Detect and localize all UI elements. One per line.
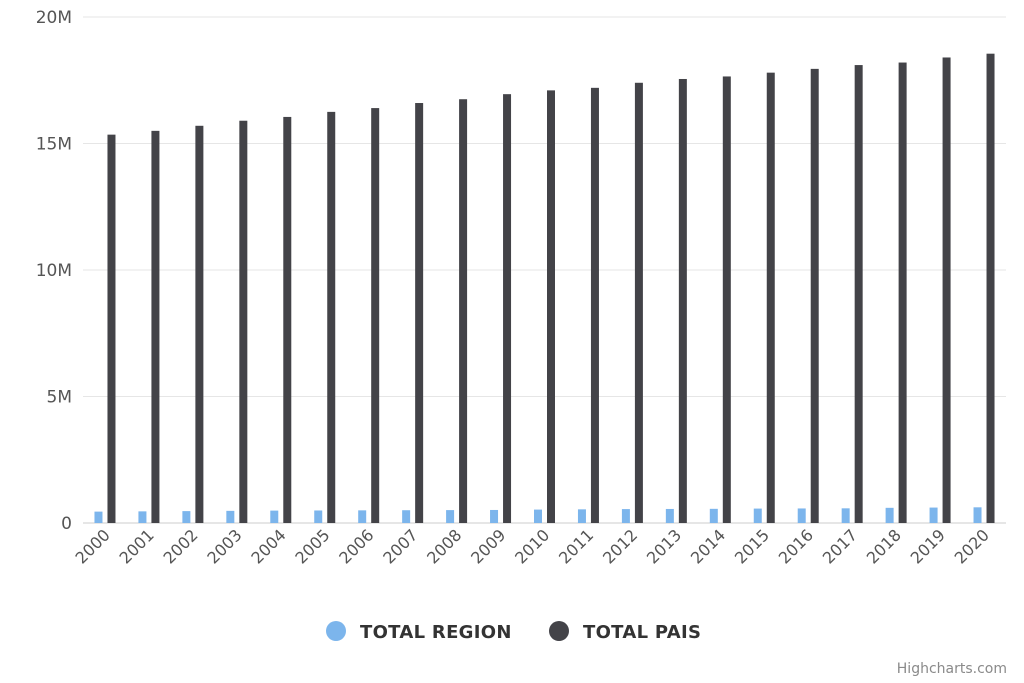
x-axis-tick-labels: 2000 2001 2002 2003 2004 2005 2006 2007 2008 2009… <box>72 525 993 567</box>
bar-total-region-2014[interactable] <box>709 508 718 523</box>
x-tick-label: 2005 <box>291 525 333 567</box>
bar-total-pais-2004[interactable] <box>283 116 292 523</box>
bar-total-region-2009[interactable] <box>490 509 499 523</box>
bar-total-pais-2005[interactable] <box>327 111 336 523</box>
x-tick-label: 2002 <box>159 525 201 567</box>
bar-total-region-2007[interactable] <box>402 510 411 523</box>
legend-item-total-region[interactable]: TOTAL REGION <box>326 621 512 643</box>
bar-total-pais-2018[interactable] <box>898 62 907 523</box>
bar-total-pais-2007[interactable] <box>415 103 424 524</box>
bar-total-region-2013[interactable] <box>665 508 674 523</box>
legend-symbol <box>326 621 346 641</box>
legend-item-total-pais[interactable]: TOTAL PAIS <box>549 621 701 643</box>
bar-total-region-2015[interactable] <box>753 508 762 523</box>
bar-total-pais-2011[interactable] <box>590 87 599 523</box>
x-tick-label: 2012 <box>599 525 641 567</box>
bar-total-region-2005[interactable] <box>314 510 323 523</box>
bar-total-pais-2009[interactable] <box>503 94 512 523</box>
x-tick-label: 2020 <box>951 525 993 567</box>
y-tick-label: 10M <box>36 261 72 281</box>
bar-total-pais-2015[interactable] <box>766 72 775 523</box>
bar-total-pais-2008[interactable] <box>459 99 468 523</box>
x-tick-label: 2009 <box>467 525 509 567</box>
bar-total-pais-2010[interactable] <box>547 90 555 524</box>
bar-total-region-2018[interactable] <box>885 507 894 523</box>
bar-total-region-2012[interactable] <box>621 509 630 523</box>
bar-total-pais-2000[interactable] <box>107 134 116 523</box>
bar-total-pais-2014[interactable] <box>722 76 731 523</box>
bar-total-pais-2016[interactable] <box>810 68 819 524</box>
x-tick-label: 2007 <box>379 525 421 567</box>
x-tick-label: 2017 <box>819 525 861 567</box>
bar-total-region-2004[interactable] <box>270 510 279 523</box>
bar-total-pais-2019[interactable] <box>942 57 951 523</box>
legend-label: TOTAL PAIS <box>583 622 701 643</box>
x-tick-label: 2004 <box>247 525 289 567</box>
x-tick-label: 2001 <box>116 525 158 567</box>
legend[interactable]: TOTAL REGION TOTAL PAIS <box>326 621 701 643</box>
bar-total-pais-2006[interactable] <box>371 108 380 523</box>
credits-link[interactable]: Highcharts.com <box>896 661 1007 677</box>
bar-total-pais-2013[interactable] <box>678 78 687 524</box>
y-tick-label: 0 <box>61 514 72 534</box>
bar-total-pais-2020[interactable] <box>986 53 995 524</box>
y-tick-label: 20M <box>36 8 72 28</box>
bar-total-region-2019[interactable] <box>929 507 938 523</box>
x-tick-label: 2016 <box>775 525 817 567</box>
bar-total-region-2003[interactable] <box>226 510 235 523</box>
bar-total-region-2000[interactable] <box>94 511 103 523</box>
bar-total-pais-2001[interactable] <box>151 130 160 523</box>
x-tick-label: 2019 <box>907 525 949 567</box>
x-tick-label: 2018 <box>863 525 905 567</box>
legend-label: TOTAL REGION <box>360 622 512 643</box>
bar-total-region-2016[interactable] <box>797 508 806 523</box>
y-tick-label: 5M <box>47 388 72 408</box>
bars <box>94 53 995 524</box>
x-tick-label: 2006 <box>335 525 377 567</box>
bar-total-region-2011[interactable] <box>577 509 586 523</box>
bar-total-region-2017[interactable] <box>841 508 850 523</box>
legend-symbol <box>549 621 569 641</box>
grid-lines <box>83 16 1006 524</box>
bar-total-region-2006[interactable] <box>358 510 367 523</box>
x-tick-label: 2014 <box>687 525 729 567</box>
x-tick-label: 2015 <box>731 525 773 567</box>
x-tick-label: 2008 <box>423 525 465 567</box>
y-tick-label: 15M <box>36 135 72 155</box>
x-tick-label: 2011 <box>555 525 597 567</box>
bar-total-region-2010[interactable] <box>534 509 542 523</box>
bar-total-pais-2012[interactable] <box>634 82 643 523</box>
bar-total-pais-2002[interactable] <box>195 125 204 523</box>
bar-total-region-2001[interactable] <box>138 511 147 523</box>
bar-total-region-2002[interactable] <box>182 511 191 523</box>
bar-total-pais-2017[interactable] <box>854 65 863 523</box>
x-tick-label: 2003 <box>203 525 245 567</box>
bar-total-region-2020[interactable] <box>973 507 982 523</box>
x-tick-label: 2000 <box>72 525 114 567</box>
y-axis-tick-labels: 0 5M 10M 15M 20M <box>36 8 72 534</box>
x-tick-label: 2013 <box>643 525 685 567</box>
bar-total-pais-2003[interactable] <box>239 120 248 523</box>
bar-total-region-2008[interactable] <box>446 510 455 523</box>
x-tick-label: 2010 <box>511 525 553 567</box>
